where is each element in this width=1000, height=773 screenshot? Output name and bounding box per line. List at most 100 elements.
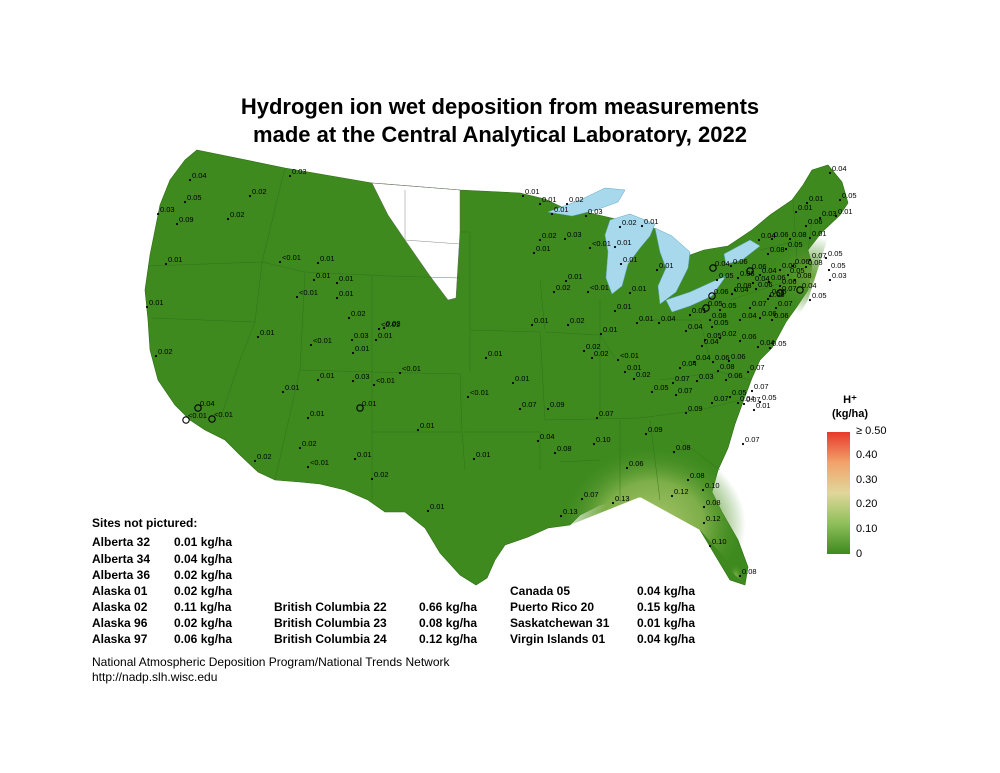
station-dot [754,287,758,291]
station-dot [588,246,592,250]
station-dot [730,292,734,296]
station-dot [828,278,832,282]
station-dot [613,245,617,249]
station-label: 0.01 [320,254,335,263]
station-dot [618,225,622,229]
station-dot [752,408,756,412]
station-label: 0.02 [569,195,584,204]
station-dot [750,389,754,393]
station-label: 0.04 [760,338,775,347]
station-dot [563,237,567,241]
station-dot [564,279,568,283]
station-label: 0.04 [200,399,215,408]
station-label: 0.05 [719,271,734,280]
station-label: 0.01 [168,255,183,264]
station-dot [770,237,774,241]
station-dot [718,308,722,312]
station-dot [353,457,357,461]
station-dot [834,214,838,218]
station-dot [695,379,699,383]
station-dot [298,446,302,450]
station-label: 0.01 [644,217,659,226]
station-dot [628,291,632,295]
station-dot [316,378,320,382]
station-dot [738,574,742,578]
station-label: 0.07 [678,386,693,395]
station-dot [756,345,760,349]
station-label: 0.05 [708,299,723,308]
station-label: 0.05 [842,191,857,200]
station-label: <0.01 [470,388,489,397]
station-label: 0.02 [594,349,609,358]
no-data-region [371,182,461,301]
station-label: 0.01 [362,399,377,408]
station-dot [657,321,661,325]
station-dot [686,478,690,482]
station-label: 0.09 [688,404,703,413]
station-label: 0.03 [822,209,837,218]
station-dot [788,237,792,241]
station-label: 0.08 [706,498,721,507]
station-dot [748,306,752,310]
station-dot [532,251,536,255]
station-label: 0.01 [632,284,647,293]
station-label: 0.09 [179,215,194,224]
station-label: 0.03 [354,331,369,340]
sites-not-pictured-title: Sites not pictured: [92,516,198,530]
station-dot [226,217,230,221]
station-dot [808,298,812,302]
station-dot [145,305,149,309]
station-label: 0.10 [705,481,720,490]
station-dot [708,544,712,548]
station-dot [838,198,842,202]
station-label: 0.05 [654,383,669,392]
station-label: 0.02 [622,218,637,227]
station-label: 0.01 [339,289,354,298]
station-label: 0.05 [790,266,805,275]
station-label: 0.12 [706,514,721,523]
station-dot [616,358,620,362]
station-dot [674,393,678,397]
station-dot [632,377,636,381]
station-dot [766,297,770,301]
station-label: 0.03 [160,205,175,214]
station-dot [309,343,313,347]
station-dot [546,407,550,411]
station-dot [684,411,688,415]
station-label: <0.01 [310,458,329,467]
station-dot [416,428,420,432]
station-dot [672,450,676,454]
station-label: <0.01 [592,239,611,248]
station-label: 0.08 [557,444,572,453]
station-label: <0.01 [620,351,639,360]
station-label: 0.03 [588,207,603,216]
station-dot [778,284,782,288]
station-dot [703,338,707,342]
station-label: 0.01 [149,298,164,307]
station-label: 0.01 [536,244,551,253]
station-dot [590,356,594,360]
station-label: 0.05 [762,393,777,402]
map-title-line1: Hydrogen ion wet deposition from measure… [240,94,760,119]
footer-url[interactable]: http://nadp.slh.wisc.edu [92,670,218,684]
station-label: 0.04 [688,322,703,331]
station-label: 0.01 [554,205,569,214]
station-dot [702,521,706,525]
station-label: <0.01 [590,283,609,292]
station-label: 0.05 [714,318,729,327]
station-label: 0.08 [797,271,812,280]
station-label: 0.04 [715,259,730,268]
station-label: 0.04 [761,231,776,240]
station-label: 0.05 [831,261,846,270]
station-label: 0.04 [755,274,770,283]
station-label: 0.04 [192,171,207,180]
station-dot [778,268,782,272]
station-dot [194,404,202,412]
station-label: 0.06 [808,217,823,226]
station-dot [678,366,682,370]
station-label: 0.01 [639,314,654,323]
station-label: 0.08 [676,443,691,452]
station-label: 0.05 [187,193,202,202]
station-label: 0.05 [772,287,787,296]
